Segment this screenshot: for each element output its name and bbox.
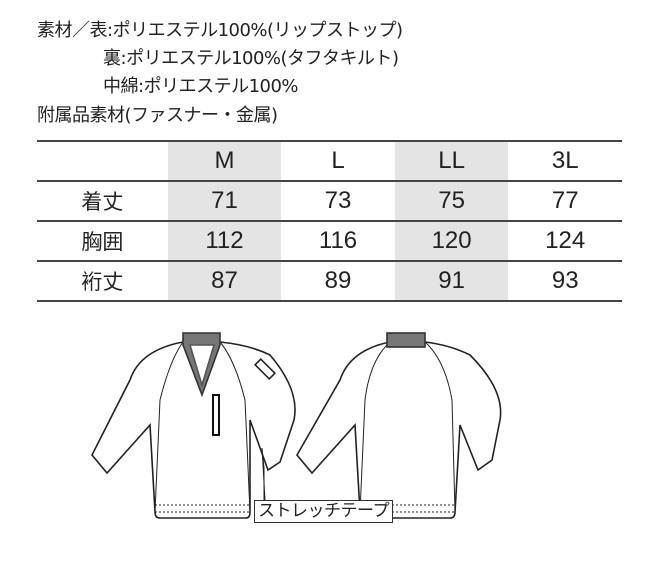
row-label: 着丈 [37,181,168,222]
table-cell: 116 [281,221,395,262]
table-cell: 71 [167,181,282,222]
header-size-3l: 3L [508,140,622,182]
header-size-l: L [281,140,395,182]
table-cell: 73 [281,181,395,222]
table-cell: 87 [167,261,282,302]
size-table: M L LL 3L 着丈 71 73 75 77 胸囲 112 116 120 … [37,140,622,302]
table-row: 胸囲 112 116 120 124 [37,221,622,262]
table-row: 着丈 71 73 75 77 [37,181,622,222]
row-label: 裄丈 [37,261,168,302]
row-label: 胸囲 [37,221,168,262]
table-header-row: M L LL 3L [37,140,622,182]
material-accessories: 附属品素材(ファスナー・金属) [37,105,278,126]
material-lining: 裏:ポリエステル100%(タフタキルト) [103,48,399,69]
table-cell: 93 [508,261,622,302]
table-cell: 89 [281,261,395,302]
stretch-tape-callout: ストレッチテープ [254,500,393,523]
header-size-m: M [167,140,282,182]
table-row: 裄丈 87 89 91 93 [37,261,622,302]
header-size-ll: LL [394,140,509,182]
table-cell: 91 [394,261,509,302]
table-cell: 124 [508,221,622,262]
material-outer: 素材／表:ポリエステル100%(リップストップ) [37,20,403,41]
table-cell: 112 [167,221,282,262]
header-blank [37,140,168,182]
front-garment-drawing [91,332,296,519]
back-garment-drawing [296,332,502,519]
table-cell: 77 [508,181,622,222]
table-cell: 75 [394,181,509,222]
material-padding: 中綿:ポリエステル100% [103,76,299,97]
table-cell: 120 [394,221,509,262]
